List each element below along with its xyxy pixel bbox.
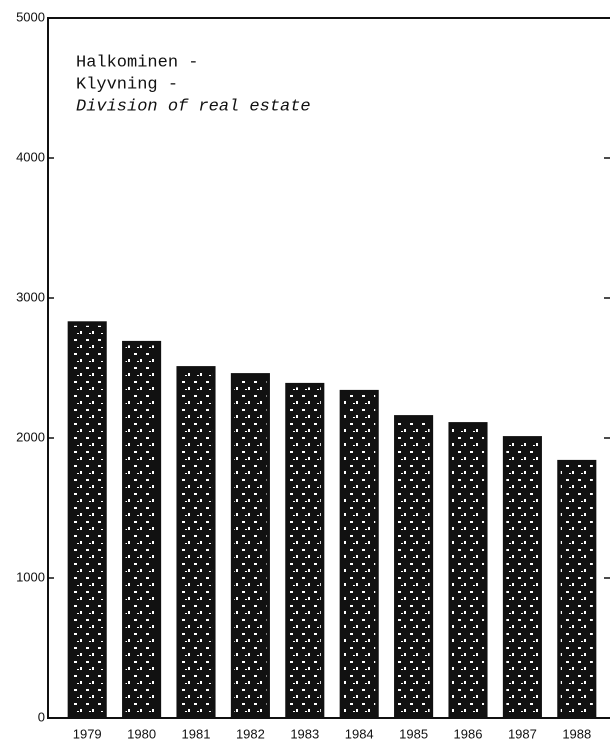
- bar-texture: [71, 325, 104, 714]
- bar-texture: [125, 345, 158, 714]
- bar-texture: [451, 426, 485, 714]
- bar-texture: [179, 370, 213, 714]
- bar-texture: [234, 377, 267, 714]
- bar-texture: [288, 387, 321, 714]
- x-tick-label: 1985: [399, 726, 428, 741]
- x-tick-label: 1980: [127, 726, 156, 741]
- y-tick-label: 3000: [16, 289, 45, 304]
- x-tick-label: 1979: [73, 726, 102, 741]
- y-tick-label: 4000: [16, 149, 45, 164]
- x-tick-label: 1984: [345, 726, 374, 741]
- title-line: Division of real estate: [76, 97, 311, 116]
- y-tick-label: 1000: [16, 569, 45, 584]
- y-tick-label: 2000: [16, 429, 45, 444]
- x-tick-label: 1988: [562, 726, 591, 741]
- plot-frame: [47, 17, 610, 719]
- title-line: Halkominen -: [76, 53, 198, 72]
- y-tick-label: 5000: [16, 9, 45, 24]
- x-tick-label: 1981: [182, 726, 211, 741]
- y-tick-label: 0: [38, 709, 45, 724]
- bar-texture: [343, 394, 376, 714]
- x-tick-label: 1986: [454, 726, 483, 741]
- x-tick-label: 1983: [290, 726, 319, 741]
- bar-texture: [506, 440, 539, 714]
- bar-texture: [560, 464, 593, 714]
- title-line: Klyvning -: [76, 75, 178, 94]
- x-tick-label: 1982: [236, 726, 265, 741]
- x-tick-label: 1987: [508, 726, 537, 741]
- bar-texture: [397, 419, 430, 714]
